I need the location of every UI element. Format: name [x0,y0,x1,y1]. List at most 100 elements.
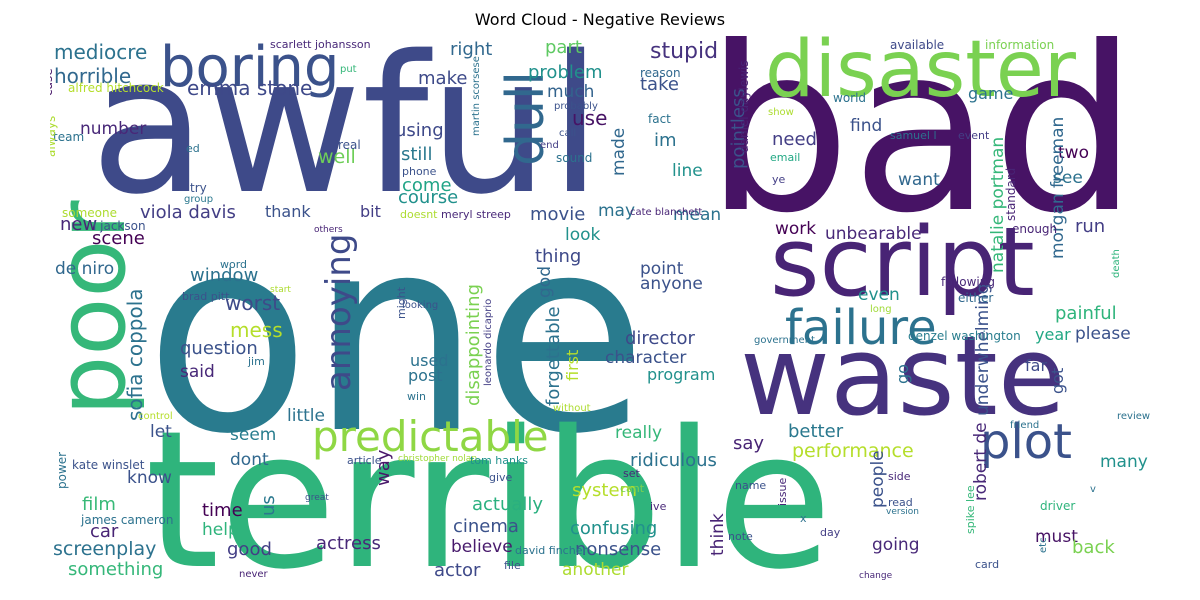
word-sofia-coppola: sofia coppola [123,288,147,421]
word-actress: actress [316,533,381,554]
word-put: put [340,64,357,75]
word-ridiculous: ridiculous [630,450,717,471]
word-line: line [672,161,703,181]
word-long: long [870,304,892,315]
word-government: government [754,335,815,346]
word-brad-pitt: brad pitt [182,290,230,303]
word-course: course [398,187,459,208]
word-cate-blanchett: cate blanchett [630,207,703,218]
word-sound: sound [556,151,593,165]
word-horrible: horrible [54,64,132,88]
word-standard: standard [1004,167,1018,221]
word-ive: ive [650,500,667,513]
word-call: call [559,128,577,139]
word-file: file [504,559,521,572]
word-performance: performance [792,440,914,462]
word-nonsense: nonsense [575,539,662,560]
word-something: something [68,559,164,580]
word-system: system [572,480,638,501]
word-always: always [50,115,58,157]
word-many: many [1100,452,1148,472]
word-alfred-hitchcock: alfred hitchcock [68,81,164,95]
word-far: far [1025,356,1048,375]
word-samuel-l: samuel l [890,129,937,142]
word-change: change [859,571,893,581]
word-work: work [775,219,817,239]
word-available: available [890,38,945,52]
word-god: god [535,266,555,298]
word-x: x [800,512,807,525]
word-try: try [190,181,207,195]
word-predictable: predictable [312,412,549,461]
word-failure: failure [785,300,937,356]
word-point: point [640,259,684,279]
word-david-fincher: david fincher [515,544,587,557]
word-article: article [347,454,382,467]
word-looking: looking [402,300,439,311]
word-scene: scene [92,228,145,249]
word-people: people [868,450,888,508]
word-ye: ye [772,173,786,186]
word-game: game [968,84,1014,103]
word-know: know [127,468,172,488]
word-may: may [598,201,636,221]
word-take: take [640,74,679,95]
word-use: use [572,106,608,130]
word-still: still [401,144,433,165]
word-awful: awful [90,36,602,236]
word-version: version [886,507,919,517]
word-case: case [50,68,55,96]
word-new: new [60,214,98,235]
word-cinema: cinema [453,516,519,537]
word-disaster: disaster [765,36,1076,115]
word-information: information [985,38,1055,52]
word-script: script [770,208,1035,318]
word-car: car [90,521,119,542]
word-painful: painful [1055,303,1117,324]
word-email: email [770,151,801,164]
word-window: window [190,265,259,286]
word-question: question [180,338,258,359]
word-program: program [647,365,716,384]
word-james-cameron: james cameron [81,513,174,527]
word-please: please [1075,324,1131,344]
word-driver: driver [1040,499,1076,513]
word-terrible: terrible [145,390,833,593]
word-mediocre: mediocre [54,40,148,64]
word-l-jackson: l jackson [93,219,146,233]
word-phone: phone [402,165,437,178]
word-better: better [788,421,844,442]
word-waste: waste [740,312,1066,440]
word-great: great [305,493,329,503]
word-name: name [735,479,767,492]
word-really: really [615,423,662,443]
word-bit: bit [360,202,381,221]
word-give: give [489,471,513,484]
word-ed: ed [186,142,200,155]
word-one: one [145,178,648,493]
chart-title: Word Cloud - Negative Reviews [474,10,726,29]
word-confusing: confusing [570,518,658,539]
word-even: even [858,285,900,305]
word-thank: thank [265,202,311,221]
word-run: run [1075,216,1106,237]
word-reason: reason [640,66,681,80]
word-come: come [402,175,452,196]
word-see: see [1053,168,1083,188]
word-team: team [53,130,85,144]
word-going: going [872,535,920,555]
word-scarlett-johansson: scarlett johansson [270,38,371,51]
word-good: good [227,539,272,560]
word-emma-stone: emma stone [187,76,313,100]
word-little: little [287,406,325,426]
word-denzel-washington: denzel washington [908,329,1021,343]
word-enough: enough [1012,222,1058,236]
word-made: made [609,127,629,176]
word-v: v [1090,484,1096,495]
word-morgan-freeman: morgan freeman [1048,116,1068,259]
word-character: character [605,348,687,368]
word-plot: plot [980,414,1072,470]
word-disappointing: disappointing [463,283,484,406]
word-death: death [1111,249,1122,278]
word-read: read [888,496,913,509]
